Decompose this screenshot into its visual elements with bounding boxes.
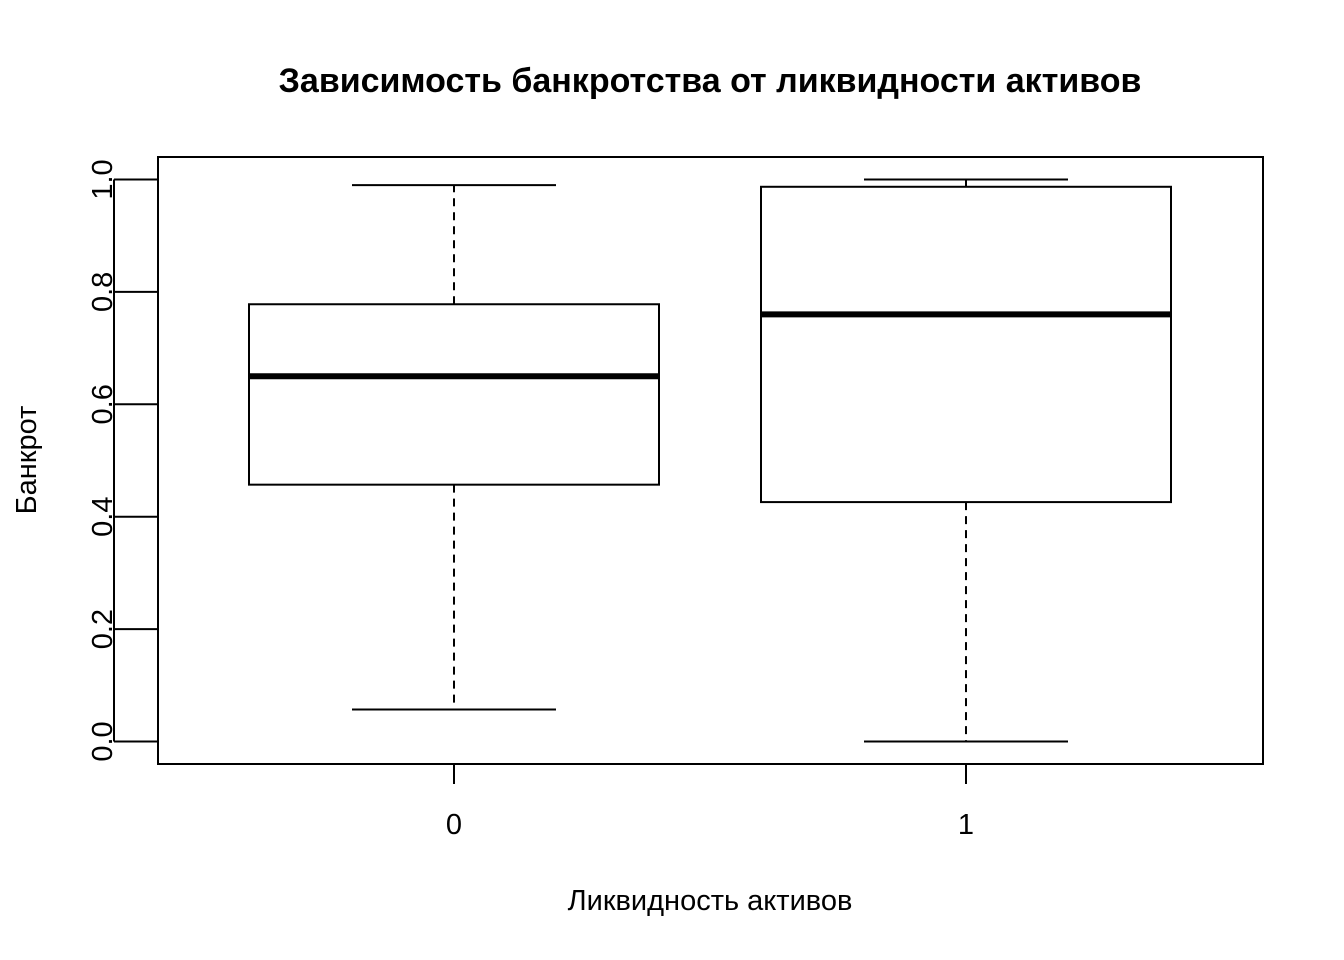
- box-0: [248, 184, 660, 711]
- x-tick-label: 1: [958, 809, 974, 841]
- y-tick-label: 0.8: [87, 272, 119, 312]
- y-axis: 0.0 0.2 0.4 0.6 0.8 1.0: [87, 159, 158, 762]
- chart-title: Зависимость банкротства от ликвидности а…: [279, 62, 1142, 100]
- y-tick-label: 0.2: [87, 609, 119, 649]
- y-axis-label: Банкрот: [11, 406, 43, 515]
- box-body: [248, 303, 660, 486]
- boxes-group: [248, 178, 1172, 743]
- box-1: [760, 178, 1172, 743]
- y-tick-label: 0.0: [87, 721, 119, 761]
- box-body: [760, 185, 1172, 504]
- y-tick-label: 0.6: [87, 384, 119, 424]
- x-axis-label: Ликвидность активов: [568, 885, 853, 917]
- x-tick-label: 0: [446, 809, 462, 841]
- y-tick-label: 0.4: [87, 497, 119, 537]
- y-tick-label: 1.0: [87, 159, 119, 199]
